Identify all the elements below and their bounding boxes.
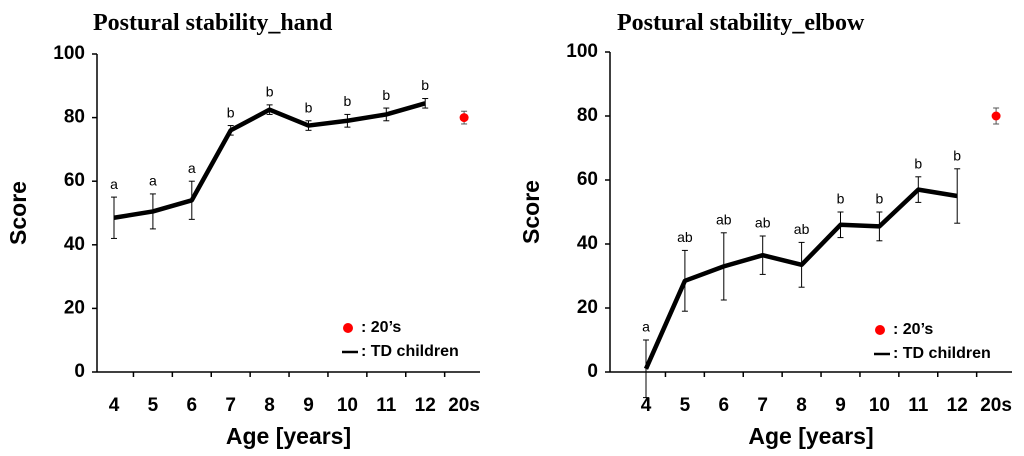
x-axis-label: Age [years] (748, 423, 873, 449)
x-tick-label: 10 (337, 395, 358, 416)
series-line (643, 187, 958, 370)
x-tick-label: 4 (109, 395, 120, 416)
y-axis-label: Score (5, 181, 31, 245)
x-axis-label: Age [years] (226, 423, 351, 449)
x-tick-label: 6 (719, 395, 730, 416)
chart-panel: 0 20 40 60 80 100 4 5 6 7 8 9 10 11 12 20s Postural stab… (5, 10, 480, 449)
x-tick-label: 5 (680, 395, 691, 416)
x-tick-label: 7 (225, 395, 236, 416)
x-tick-label: 4 (641, 395, 652, 416)
significance-label: b (266, 84, 274, 100)
x-tick-label: 12 (947, 395, 968, 416)
significance-label: a (110, 176, 118, 192)
significance-label: a (642, 319, 650, 335)
y-tick-label: 80 (64, 107, 85, 128)
significance-label: b (876, 191, 884, 207)
significance-label: a (188, 160, 196, 176)
y-tick-label: 100 (566, 41, 598, 62)
y-tick-label: 80 (577, 105, 598, 126)
legend-label: : TD children (893, 345, 991, 362)
y-tick-label: 40 (577, 233, 598, 254)
legend-swatch (875, 325, 885, 335)
y-tick-label: 0 (74, 361, 85, 382)
significance-label: b (953, 148, 961, 164)
y-tick-label: 20 (577, 297, 598, 318)
series-line (113, 101, 426, 220)
legend-swatch (343, 323, 353, 333)
significance-label: b (421, 77, 429, 93)
chart-panel: 0 20 40 60 80 100 4 5 6 7 8 9 10 11 12 20s Postural stab… (518, 10, 1012, 449)
legend-label: : 20’s (361, 319, 401, 336)
y-tick-label: 100 (53, 43, 85, 64)
significance-label: b (914, 156, 922, 172)
significance-label: ab (716, 212, 732, 228)
x-tick-label: 8 (264, 395, 275, 416)
data-point (991, 111, 1001, 121)
x-tick-label: 11 (376, 395, 397, 416)
significance-label: ab (677, 229, 693, 245)
legend-label: : TD children (361, 343, 459, 360)
significance-label: b (227, 104, 235, 120)
significance-label: b (305, 99, 313, 115)
significance-label: b (382, 87, 390, 103)
significance-label: a (149, 173, 157, 189)
x-tick-label: 9 (303, 395, 314, 416)
x-tick-label: 5 (148, 395, 159, 416)
significance-label: ab (794, 221, 810, 237)
y-tick-label: 60 (64, 170, 85, 191)
significance-label: ab (755, 215, 771, 231)
chart-title: Postural stability_elbow (617, 10, 865, 36)
significance-label: b (344, 93, 352, 109)
y-tick-label: 20 (64, 297, 85, 318)
chart-title: Postural stability_hand (93, 10, 333, 36)
x-tick-label: 7 (757, 395, 768, 416)
x-tick-label: 8 (796, 395, 807, 416)
x-tick-label: 9 (835, 395, 846, 416)
significance-label: b (837, 191, 845, 207)
x-tick-label: 6 (187, 395, 198, 416)
x-tick-label: 20s (980, 395, 1012, 416)
x-tick-label: 10 (869, 395, 890, 416)
y-tick-label: 0 (587, 361, 598, 382)
legend-label: : 20’s (893, 321, 933, 338)
y-tick-label: 60 (577, 169, 598, 190)
y-axis-label: Score (518, 180, 544, 244)
y-tick-label: 40 (64, 234, 85, 255)
x-tick-label: 20s (448, 395, 480, 416)
x-tick-label: 11 (908, 395, 929, 416)
x-tick-label: 12 (415, 395, 436, 416)
data-point (459, 113, 469, 123)
